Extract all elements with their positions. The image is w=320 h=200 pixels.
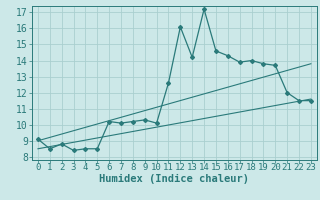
X-axis label: Humidex (Indice chaleur): Humidex (Indice chaleur) — [100, 174, 249, 184]
